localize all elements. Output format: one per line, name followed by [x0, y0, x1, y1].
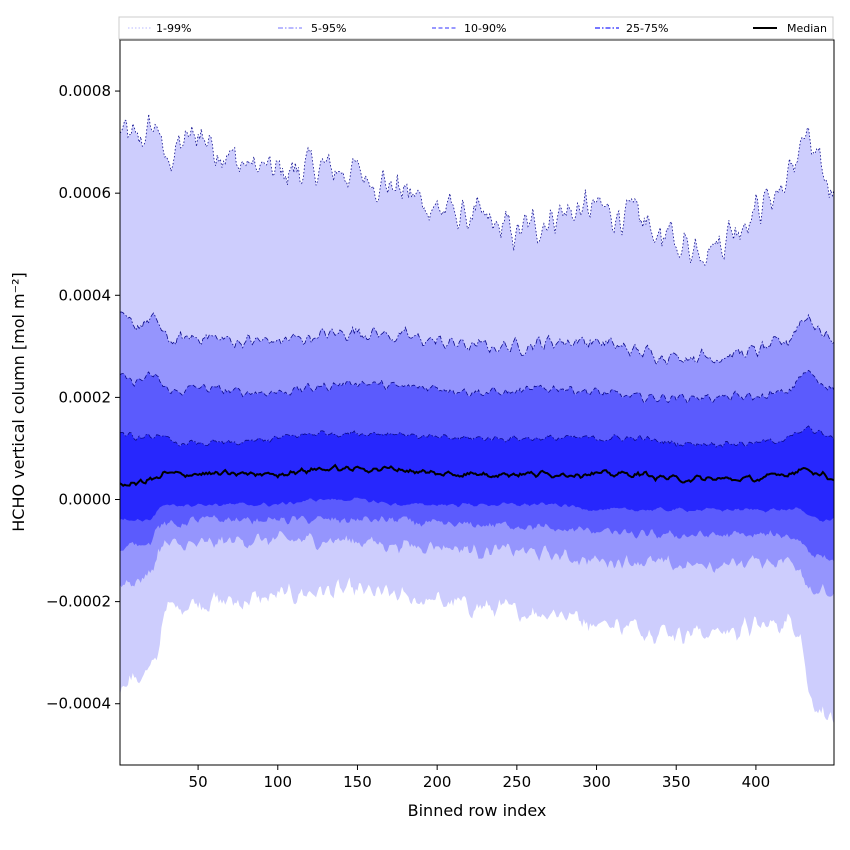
x-tick-label: 50: [189, 773, 208, 791]
x-tick-label: 250: [503, 773, 532, 791]
y-tick-label: 0.0002: [59, 388, 112, 406]
y-tick-label: −0.0004: [46, 695, 111, 713]
legend-label-Median: Median: [787, 22, 827, 35]
x-tick-label: 300: [582, 773, 611, 791]
x-axis-ticks: 50 100 150 200 250 300 350 400: [189, 765, 771, 791]
y-tick-label: 0.0008: [59, 82, 112, 100]
legend: 1-99% 5-95% 10-90% 25-75% Median: [118, 16, 834, 41]
x-tick-label: 150: [343, 773, 372, 791]
band-upper-line-25-75%: [120, 425, 834, 448]
legend-label-5-95%: 5-95%: [311, 22, 346, 35]
x-tick-label: 400: [742, 773, 771, 791]
x-tick-label: 350: [662, 773, 691, 791]
y-axis-label: HCHO vertical column [mol m⁻²]: [9, 272, 28, 531]
median-line: [120, 463, 834, 487]
x-axis-label: Binned row index: [408, 801, 547, 820]
x-tick-label: 200: [423, 773, 452, 791]
y-tick-label: 0.0006: [59, 184, 112, 202]
x-tick-label: 100: [263, 773, 292, 791]
band-upper-line-10-90%: [120, 369, 834, 405]
legend-label-1-99%: 1-99%: [156, 22, 191, 35]
band-upper-line-1-99%: [120, 114, 834, 267]
legend-label-25-75%: 25-75%: [626, 22, 668, 35]
percentile-lines: [120, 114, 834, 487]
y-tick-label: 0.0004: [59, 286, 112, 304]
legend-label-10-90%: 10-90%: [464, 22, 506, 35]
y-tick-label: 0.0000: [59, 491, 112, 509]
band-upper-line-5-95%: [120, 311, 834, 366]
y-tick-label: −0.0002: [46, 593, 111, 611]
y-axis-ticks: −0.0004 −0.0002 0.0000 0.0002 0.0004 0.0006 0.…: [46, 82, 120, 713]
